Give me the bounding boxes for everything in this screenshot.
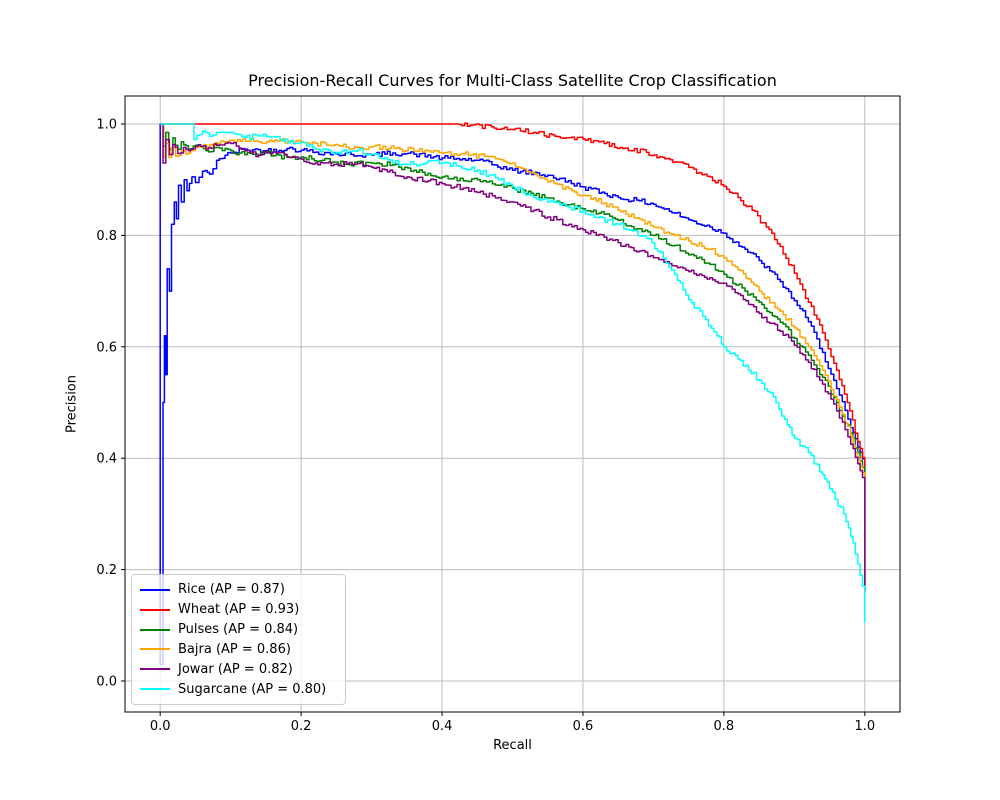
y-tick-label-2: 0.4 <box>96 452 117 467</box>
x-tick-label-4: 0.8 <box>714 719 735 734</box>
legend-label-jowar: Jowar (AP = 0.82) <box>178 661 293 677</box>
chart-title: Precision-Recall Curves for Multi-Class … <box>248 71 777 90</box>
y-tick-label-3: 0.6 <box>96 340 117 355</box>
legend-line-bajra <box>140 648 170 651</box>
legend-item-wheat: Wheat (AP = 0.93) <box>140 600 337 620</box>
legend-line-pulses <box>140 628 170 631</box>
y-axis-label: Precision <box>64 374 80 434</box>
axes-frame <box>124 95 901 713</box>
legend: Rice (AP = 0.87) Wheat (AP = 0.93) Pulse… <box>131 574 346 705</box>
pr-curve-pulses <box>160 123 866 592</box>
legend-item-bajra: Bajra (AP = 0.86) <box>140 639 337 659</box>
legend-label-bajra: Bajra (AP = 0.86) <box>178 641 291 657</box>
x-tick-label-5: 1.0 <box>854 719 875 734</box>
legend-item-jowar: Jowar (AP = 0.82) <box>140 659 337 679</box>
legend-item-rice: Rice (AP = 0.87) <box>140 580 337 600</box>
x-tick-label-1: 0.2 <box>291 719 312 734</box>
legend-item-pulses: Pulses (AP = 0.84) <box>140 620 337 640</box>
legend-item-sugarcane: Sugarcane (AP = 0.80) <box>140 679 337 699</box>
legend-line-sugarcane <box>140 688 170 691</box>
x-tick-label-0: 0.0 <box>150 719 171 734</box>
legend-label-pulses: Pulses (AP = 0.84) <box>178 622 299 638</box>
y-tick-label-1: 0.2 <box>96 563 117 578</box>
pr-curve-jowar <box>160 123 866 592</box>
legend-label-rice: Rice (AP = 0.87) <box>178 582 285 598</box>
y-tick-label-5: 1.0 <box>96 118 117 133</box>
legend-label-wheat: Wheat (AP = 0.93) <box>178 602 300 618</box>
pr-curve-bajra <box>160 123 866 592</box>
pr-curve-sugarcane <box>160 123 866 623</box>
legend-line-rice <box>140 588 170 591</box>
legend-label-sugarcane: Sugarcane (AP = 0.80) <box>178 681 327 697</box>
x-tick-label-3: 0.6 <box>573 719 594 734</box>
legend-line-wheat <box>140 608 170 611</box>
legend-line-jowar <box>140 668 170 671</box>
x-tick-label-2: 0.4 <box>432 719 453 734</box>
x-axis-label: Recall <box>493 738 532 753</box>
y-tick-label-0: 0.0 <box>96 675 117 690</box>
pr-curve-wheat <box>160 122 866 592</box>
y-tick-label-4: 0.8 <box>96 229 117 244</box>
